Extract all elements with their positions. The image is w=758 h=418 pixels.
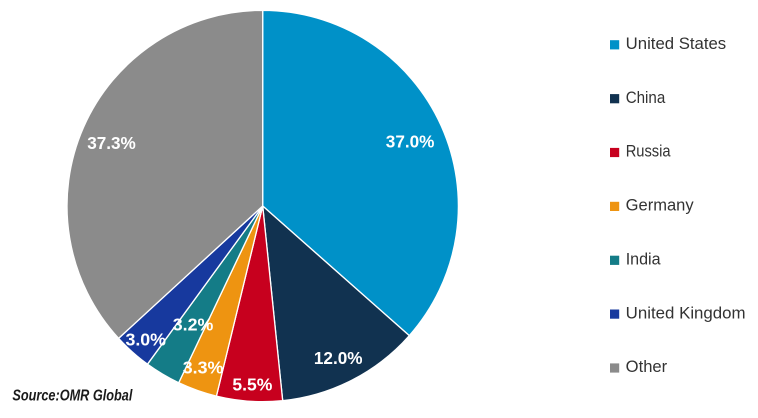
svg-text:Germany: Germany xyxy=(626,197,695,215)
svg-text:3.3%: 3.3% xyxy=(183,357,224,377)
svg-text:5.5%: 5.5% xyxy=(232,374,272,394)
svg-text:Source:OMR Global: Source:OMR Global xyxy=(12,387,133,404)
svg-text:12.0%: 12.0% xyxy=(314,348,363,368)
svg-text:37.3%: 37.3% xyxy=(87,133,136,153)
svg-text:United Kingdom: United Kingdom xyxy=(626,304,746,322)
svg-text:37.0%: 37.0% xyxy=(386,131,435,151)
svg-text:Russia: Russia xyxy=(626,143,672,161)
svg-text:3.0%: 3.0% xyxy=(125,329,166,349)
svg-text:United States: United States xyxy=(626,35,727,53)
svg-text:Other: Other xyxy=(626,358,668,376)
svg-text:India: India xyxy=(626,251,662,269)
svg-text:3.2%: 3.2% xyxy=(173,314,214,334)
svg-text:China: China xyxy=(626,89,666,107)
